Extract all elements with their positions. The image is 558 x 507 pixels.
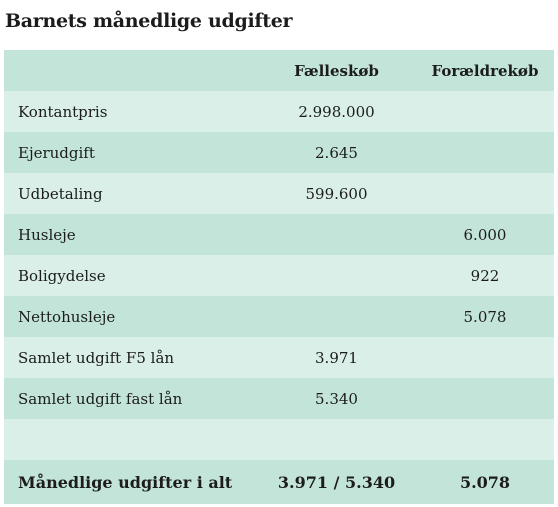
row-label: Samlet udgift fast lån xyxy=(4,378,257,419)
row-label: Ejerudgift xyxy=(4,132,257,173)
cell-foraeldrekoeb xyxy=(416,337,554,378)
table-row: Kontantpris 2.998.000 xyxy=(4,91,554,132)
row-label: Udbetaling xyxy=(4,173,257,214)
table-row: Husleje 6.000 xyxy=(4,214,554,255)
cell-foraeldrekoeb xyxy=(416,91,554,132)
total-faelleskoeb: 3.971 / 5.340 xyxy=(257,460,416,504)
cell-faelleskoeb xyxy=(257,214,416,255)
header-cell-empty xyxy=(4,50,257,91)
table-row: Samlet udgift fast lån 5.340 xyxy=(4,378,554,419)
table-row: Samlet udgift F5 lån 3.971 xyxy=(4,337,554,378)
cell-foraeldrekoeb: 5.078 xyxy=(416,296,554,337)
table-row: Boligydelse 922 xyxy=(4,255,554,296)
cell-foraeldrekoeb xyxy=(416,173,554,214)
total-label: Månedlige udgifter i alt xyxy=(4,460,257,504)
row-label: Samlet udgift F5 lån xyxy=(4,337,257,378)
expenses-table: Fælleskøb Forældrekøb Kontantpris 2.998.… xyxy=(4,50,554,504)
header-foraeldrekoeb: Forældrekøb xyxy=(416,50,554,91)
total-foraeldrekoeb: 5.078 xyxy=(416,460,554,504)
table-header-row: Fælleskøb Forældrekøb xyxy=(4,50,554,91)
cell-foraeldrekoeb xyxy=(416,378,554,419)
header-faelleskoeb: Fælleskøb xyxy=(257,50,416,91)
row-label: Husleje xyxy=(4,214,257,255)
page-title: Barnets månedlige udgifter xyxy=(5,10,293,32)
cell-faelleskoeb xyxy=(257,296,416,337)
cell-faelleskoeb xyxy=(257,255,416,296)
cell-faelleskoeb: 2.998.000 xyxy=(257,91,416,132)
cell-faelleskoeb: 5.340 xyxy=(257,378,416,419)
cell-foraeldrekoeb: 6.000 xyxy=(416,214,554,255)
table-row: Udbetaling 599.600 xyxy=(4,173,554,214)
cell-foraeldrekoeb: 922 xyxy=(416,255,554,296)
row-label: Boligydelse xyxy=(4,255,257,296)
row-label: Nettohusleje xyxy=(4,296,257,337)
row-label xyxy=(4,419,257,460)
table-row: Nettohusleje 5.078 xyxy=(4,296,554,337)
cell-faelleskoeb: 2.645 xyxy=(257,132,416,173)
cell-faelleskoeb xyxy=(257,419,416,460)
table-total-row: Månedlige udgifter i alt 3.971 / 5.340 5… xyxy=(4,460,554,504)
cell-faelleskoeb: 3.971 xyxy=(257,337,416,378)
table-row-empty xyxy=(4,419,554,460)
cell-faelleskoeb: 599.600 xyxy=(257,173,416,214)
row-label: Kontantpris xyxy=(4,91,257,132)
cell-foraeldrekoeb xyxy=(416,419,554,460)
table-row: Ejerudgift 2.645 xyxy=(4,132,554,173)
cell-foraeldrekoeb xyxy=(416,132,554,173)
